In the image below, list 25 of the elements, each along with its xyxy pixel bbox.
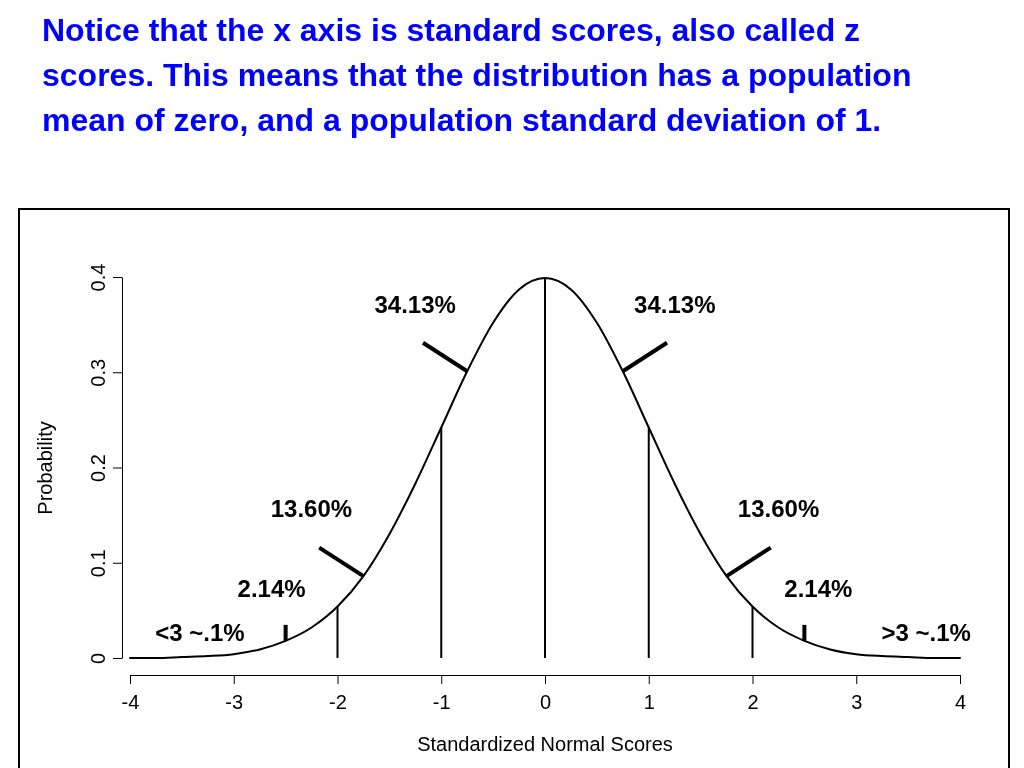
x-tick-label: 2 xyxy=(747,691,759,713)
annotation: >3 ~.1% xyxy=(881,619,971,647)
x-tick-label: -3 xyxy=(225,691,244,713)
y-tick-label: 0.4 xyxy=(87,263,109,292)
annotation: 2.14% xyxy=(237,575,306,603)
annotation: 34.13% xyxy=(374,290,456,318)
x-tick-label: 0 xyxy=(539,691,552,713)
x-tick-label: -4 xyxy=(121,691,140,713)
x-tick-label: 1 xyxy=(643,691,655,713)
y-tick-label: 0.3 xyxy=(87,358,109,387)
annotation: 34.13% xyxy=(634,290,716,318)
x-tick-label: 3 xyxy=(851,691,863,713)
x-tick-label: 4 xyxy=(954,691,967,713)
chart-title: Notice that the x axis is standard scores, also called z scores. This means that the distribution has a population mean of zero, and a population standard deviation of 1. xyxy=(42,11,913,140)
y-tick-label: 0.1 xyxy=(87,549,109,578)
x-tick-label: -2 xyxy=(329,691,347,713)
annotation: 13.60% xyxy=(270,495,353,523)
annotation: 13.60% xyxy=(737,495,820,523)
x-tick-label: -1 xyxy=(432,691,451,713)
y-tick-label: 0 xyxy=(87,652,109,665)
y-tick-label: 0.2 xyxy=(87,454,109,482)
x-axis-title: Standardized Normal Scores xyxy=(417,733,673,755)
annotation: <3 ~.1% xyxy=(155,619,245,647)
annotation: 2.14% xyxy=(784,575,853,603)
y-axis-title: Probability xyxy=(34,421,56,515)
